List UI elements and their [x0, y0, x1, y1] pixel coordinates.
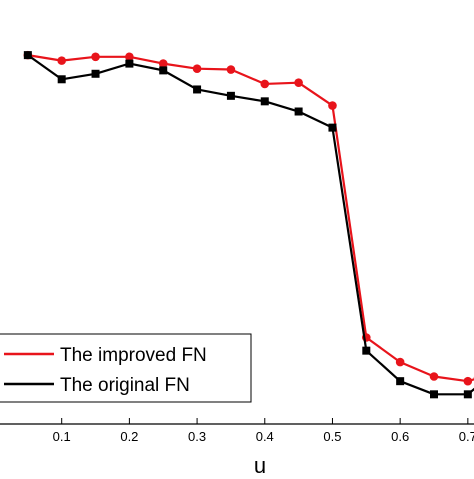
data-point: [193, 85, 201, 93]
data-point: [24, 51, 32, 59]
data-point: [396, 377, 404, 385]
x-tick-label: 0.6: [391, 429, 409, 444]
data-point: [58, 75, 66, 83]
data-point: [328, 124, 336, 132]
data-point: [328, 101, 337, 110]
data-point: [227, 92, 235, 100]
data-point: [430, 372, 439, 381]
x-tick-label: 0.2: [120, 429, 138, 444]
data-point: [193, 64, 202, 73]
data-point: [430, 390, 438, 398]
data-point: [261, 97, 269, 105]
data-point: [362, 347, 370, 355]
legend-label: The original FN: [60, 375, 190, 396]
data-point: [260, 80, 269, 89]
x-tick-label: 0.7: [459, 429, 474, 444]
data-point: [159, 66, 167, 74]
legend: The improved FN The original FN: [0, 334, 251, 402]
data-point: [57, 56, 66, 65]
x-tick-label: 0.1: [53, 429, 71, 444]
data-point: [92, 70, 100, 78]
x-tick-label: 0.4: [256, 429, 274, 444]
data-point: [295, 108, 303, 116]
legend-label: The improved FN: [60, 345, 207, 366]
x-axis: 0.1 0.2 0.3 0.4 0.5 0.6 0.7: [53, 418, 474, 444]
x-tick-label: 0.5: [323, 429, 341, 444]
data-point: [464, 390, 472, 398]
series-line: [28, 55, 474, 381]
data-point: [91, 53, 100, 62]
x-tick-label: 0.3: [188, 429, 206, 444]
data-point: [464, 377, 473, 386]
data-point: [125, 60, 133, 68]
data-point: [227, 65, 236, 74]
x-axis-label: u: [254, 453, 266, 474]
data-point: [294, 78, 303, 87]
data-point: [396, 358, 405, 367]
